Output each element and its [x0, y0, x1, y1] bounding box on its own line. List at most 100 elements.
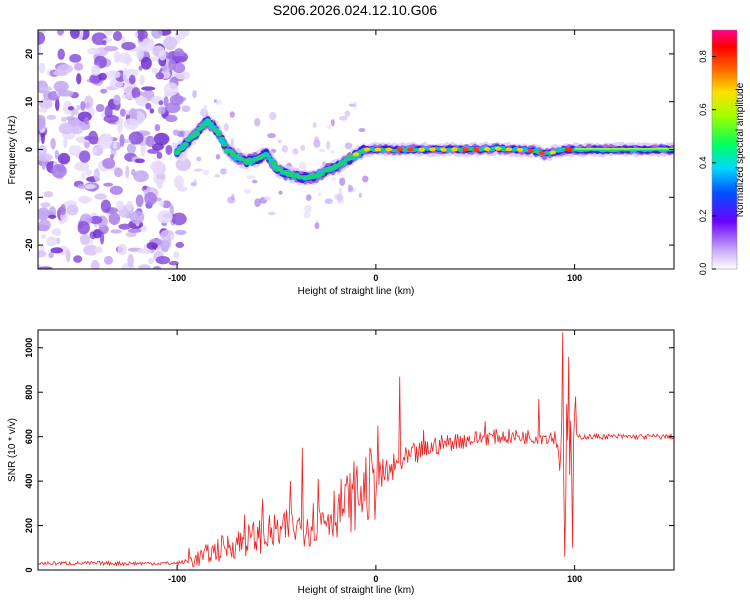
noise-blob	[38, 218, 51, 232]
noise-blob	[344, 142, 353, 150]
ridge-mark	[276, 166, 284, 172]
noise-blob	[69, 30, 80, 39]
noise-blob	[158, 100, 164, 106]
y-tick-label: 600	[24, 429, 34, 444]
noise-blob	[230, 138, 235, 146]
ridge-mark	[626, 150, 635, 152]
ridge-mark	[265, 157, 273, 161]
ridge-mark	[235, 155, 242, 158]
noise-blob	[46, 236, 58, 247]
ridge-mark	[207, 122, 214, 126]
noise-blob	[134, 31, 139, 38]
noise-blob	[330, 149, 335, 154]
noise-blob	[43, 191, 54, 198]
noise-blob	[54, 149, 60, 160]
noise-blob	[38, 153, 53, 162]
ridge-mark	[218, 136, 225, 140]
colorbar-tick-label: 0.2	[698, 210, 708, 223]
noise-blob	[304, 205, 312, 213]
noise-blob	[51, 228, 62, 236]
noise-blob	[192, 89, 197, 99]
noise-blob	[128, 74, 136, 85]
spectrogram-ylabel: Frequency (Hz)	[7, 116, 18, 185]
noise-blob	[165, 114, 178, 123]
noise-blob	[175, 157, 192, 172]
noise-blob	[119, 133, 125, 147]
ridge-hotspot	[516, 147, 524, 152]
noise-blob	[67, 106, 74, 111]
noise-blob	[181, 105, 191, 113]
noise-blob	[40, 130, 46, 144]
noise-blob	[59, 123, 75, 135]
noise-blob	[78, 196, 93, 203]
noise-blob	[174, 30, 186, 40]
noise-blob	[89, 215, 103, 225]
noise-blob	[312, 122, 317, 129]
noise-blob	[157, 210, 173, 224]
noise-blob	[331, 177, 337, 182]
noise-blob	[134, 96, 148, 103]
noise-blob	[121, 41, 136, 51]
noise-blob	[128, 131, 144, 145]
noise-blob	[269, 111, 277, 121]
noise-blob	[76, 104, 81, 111]
ridge-mark	[402, 148, 409, 151]
noise-blob	[131, 87, 141, 99]
noise-blob	[157, 106, 166, 115]
noise-blob	[203, 104, 208, 112]
noise-blob	[254, 198, 261, 208]
noise-blob	[229, 111, 235, 118]
y-tick-label: 0	[24, 567, 34, 572]
noise-blob	[79, 233, 90, 246]
noise-blob	[136, 46, 144, 60]
noise-blob	[155, 255, 171, 265]
noise-blob	[68, 145, 82, 156]
noise-blob	[48, 251, 54, 259]
ridge-hotspot	[374, 147, 382, 152]
noise-blob	[72, 108, 79, 116]
ridge-hotspot	[462, 147, 469, 152]
noise-blob	[38, 266, 53, 269]
noise-blob	[56, 30, 64, 36]
snr-ylabel: SNR (10 * v/v)	[7, 418, 18, 482]
noise-blob	[170, 233, 175, 241]
ridge-mark	[226, 149, 234, 153]
noise-blob	[117, 120, 123, 134]
ridge-hotspot	[527, 148, 535, 153]
noise-blob	[278, 190, 283, 195]
noise-blob	[358, 128, 366, 133]
noise-blob	[95, 103, 105, 113]
noise-blob	[38, 43, 42, 55]
noise-blob	[60, 204, 66, 216]
noise-blob	[97, 135, 112, 149]
ridge-hotspot	[505, 147, 513, 152]
x-tick-label: 100	[567, 273, 582, 283]
noise-blob	[174, 48, 185, 59]
noise-blob	[84, 136, 94, 141]
noise-blob	[65, 249, 71, 263]
noise-blob	[40, 234, 47, 239]
noise-blob	[336, 194, 344, 202]
x-tick-label: -100	[168, 574, 186, 584]
ridge-mark	[204, 118, 212, 123]
noise-blob	[108, 212, 121, 225]
noise-blob	[100, 199, 111, 213]
noise-blob	[126, 143, 137, 154]
noise-blob	[112, 31, 123, 42]
noise-blob	[215, 99, 222, 106]
noise-blob	[151, 142, 164, 151]
noise-blob	[267, 211, 276, 216]
noise-blob	[109, 185, 123, 196]
y-tick-label: 400	[24, 474, 34, 489]
ridge-mark	[210, 126, 217, 130]
ridge-mark	[557, 150, 565, 153]
noise-blob	[152, 266, 162, 269]
noise-blob	[145, 135, 155, 147]
noise-blob	[146, 242, 158, 250]
noise-blob	[53, 80, 69, 93]
noise-blob	[39, 98, 53, 110]
noise-blob	[326, 140, 331, 150]
noise-blob	[196, 156, 202, 162]
ridge-mark	[184, 138, 192, 142]
